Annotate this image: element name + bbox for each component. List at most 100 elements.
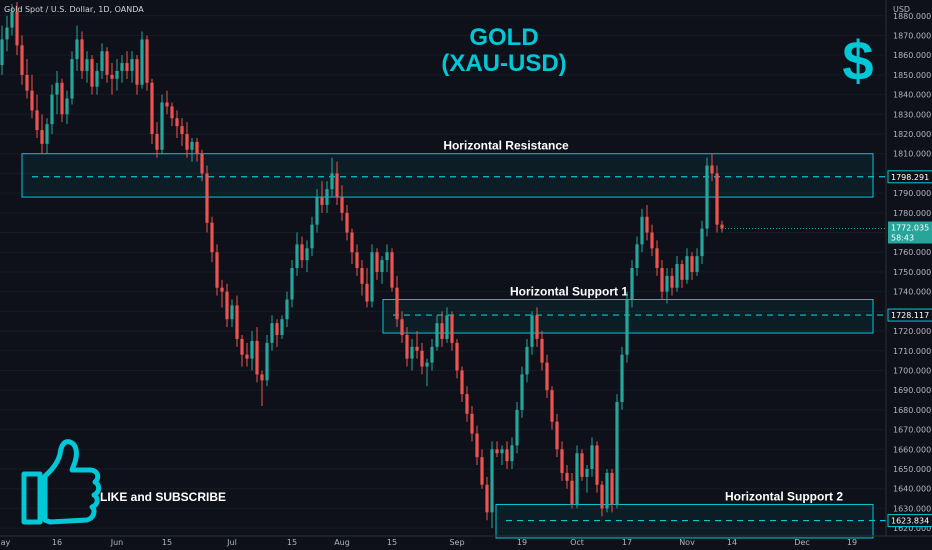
candle-body bbox=[410, 346, 414, 359]
candle bbox=[535, 307, 539, 347]
candle-body bbox=[75, 39, 79, 60]
candle bbox=[645, 204, 649, 241]
chart-title-line1: GOLD bbox=[469, 24, 538, 51]
zone-label: Horizontal Resistance bbox=[443, 139, 569, 153]
candle bbox=[50, 84, 54, 134]
candle bbox=[415, 331, 419, 359]
candle-body bbox=[115, 70, 119, 79]
candle bbox=[180, 118, 184, 146]
countdown-text: 58:43 bbox=[891, 234, 914, 243]
candle bbox=[260, 370, 264, 406]
candle bbox=[45, 118, 49, 154]
candle bbox=[250, 331, 254, 371]
time-tick-label: Dec bbox=[794, 538, 809, 547]
candle-body bbox=[530, 315, 534, 347]
candle-body bbox=[155, 134, 159, 150]
candle-body bbox=[600, 484, 604, 509]
candle bbox=[515, 402, 519, 454]
candle-body bbox=[545, 362, 549, 391]
candle bbox=[425, 358, 429, 387]
candle-body bbox=[185, 134, 189, 150]
candle bbox=[195, 137, 199, 162]
candle bbox=[395, 275, 399, 328]
candle bbox=[660, 260, 664, 300]
candle-body bbox=[485, 484, 489, 513]
candle bbox=[455, 338, 459, 379]
candle-body bbox=[205, 173, 209, 223]
candle-body bbox=[470, 413, 474, 434]
candle bbox=[235, 295, 239, 347]
candle bbox=[0, 25, 4, 75]
candle bbox=[150, 78, 154, 144]
candle-body bbox=[395, 287, 399, 320]
candle bbox=[130, 51, 134, 83]
candle bbox=[695, 248, 699, 276]
candle bbox=[80, 31, 84, 79]
candle-body bbox=[655, 248, 659, 268]
candle bbox=[560, 441, 564, 481]
time-tick-label: 19 bbox=[517, 538, 527, 547]
candle bbox=[510, 437, 514, 469]
candle-body bbox=[560, 449, 564, 473]
candle bbox=[615, 394, 619, 509]
candle-body bbox=[25, 74, 29, 91]
time-tick-label: 17 bbox=[622, 538, 632, 547]
candle bbox=[530, 311, 534, 355]
candle-body bbox=[10, 11, 14, 28]
candle bbox=[115, 59, 119, 91]
candle-body bbox=[375, 252, 379, 272]
candle-body bbox=[305, 248, 309, 261]
price-tick-label: 1700.000 bbox=[893, 366, 931, 375]
candle-body bbox=[360, 268, 364, 284]
candle bbox=[255, 327, 259, 383]
candle-body bbox=[335, 173, 339, 198]
candle bbox=[240, 335, 244, 367]
candle-body bbox=[175, 118, 179, 127]
time-tick-label: 15 bbox=[162, 538, 172, 547]
candle bbox=[500, 445, 504, 466]
candle-body bbox=[250, 340, 254, 359]
zone-box bbox=[495, 503, 874, 539]
candle-body bbox=[710, 165, 714, 174]
candle bbox=[440, 311, 444, 347]
candle bbox=[30, 74, 34, 119]
candle-body bbox=[170, 106, 174, 119]
candle-body bbox=[325, 189, 329, 205]
candle-body bbox=[640, 216, 644, 245]
candle bbox=[320, 181, 324, 213]
candle bbox=[670, 268, 674, 296]
candle-body bbox=[150, 82, 154, 134]
price-tick-label: 1650.000 bbox=[893, 465, 931, 474]
time-tick-label: 15 bbox=[287, 538, 297, 547]
candle-body bbox=[705, 165, 709, 229]
candle bbox=[270, 315, 274, 351]
candle-body bbox=[420, 350, 424, 367]
candle-body bbox=[125, 63, 129, 71]
candle-body bbox=[80, 39, 84, 71]
price-tick-label: 1860.000 bbox=[893, 51, 931, 60]
candle bbox=[595, 441, 599, 493]
candle bbox=[200, 149, 204, 182]
dollar-sign-icon: $ bbox=[842, 29, 873, 92]
candle bbox=[405, 327, 409, 367]
candle-body bbox=[590, 445, 594, 469]
candle bbox=[365, 268, 369, 308]
thumbs-up-icon bbox=[21, 439, 102, 525]
candle bbox=[585, 465, 589, 493]
candle bbox=[480, 449, 484, 489]
candle bbox=[10, 3, 14, 36]
candle-body bbox=[400, 319, 404, 335]
candle-body bbox=[460, 370, 464, 395]
candle bbox=[605, 469, 609, 513]
candle-body bbox=[615, 402, 619, 505]
candle bbox=[490, 441, 494, 529]
time-tick-label: May bbox=[0, 538, 11, 547]
candle-body bbox=[295, 244, 299, 268]
candle bbox=[590, 437, 594, 477]
candle bbox=[275, 319, 279, 347]
time-axis[interactable]: May 16 Jun 15 Jul 15 Aug 15 Sep 19 Oct 17 Nov 14 Dec 19 bbox=[0, 535, 932, 547]
price-tick-label: 1810.000 bbox=[893, 150, 931, 159]
candle-body bbox=[165, 102, 169, 107]
candle bbox=[65, 90, 69, 125]
